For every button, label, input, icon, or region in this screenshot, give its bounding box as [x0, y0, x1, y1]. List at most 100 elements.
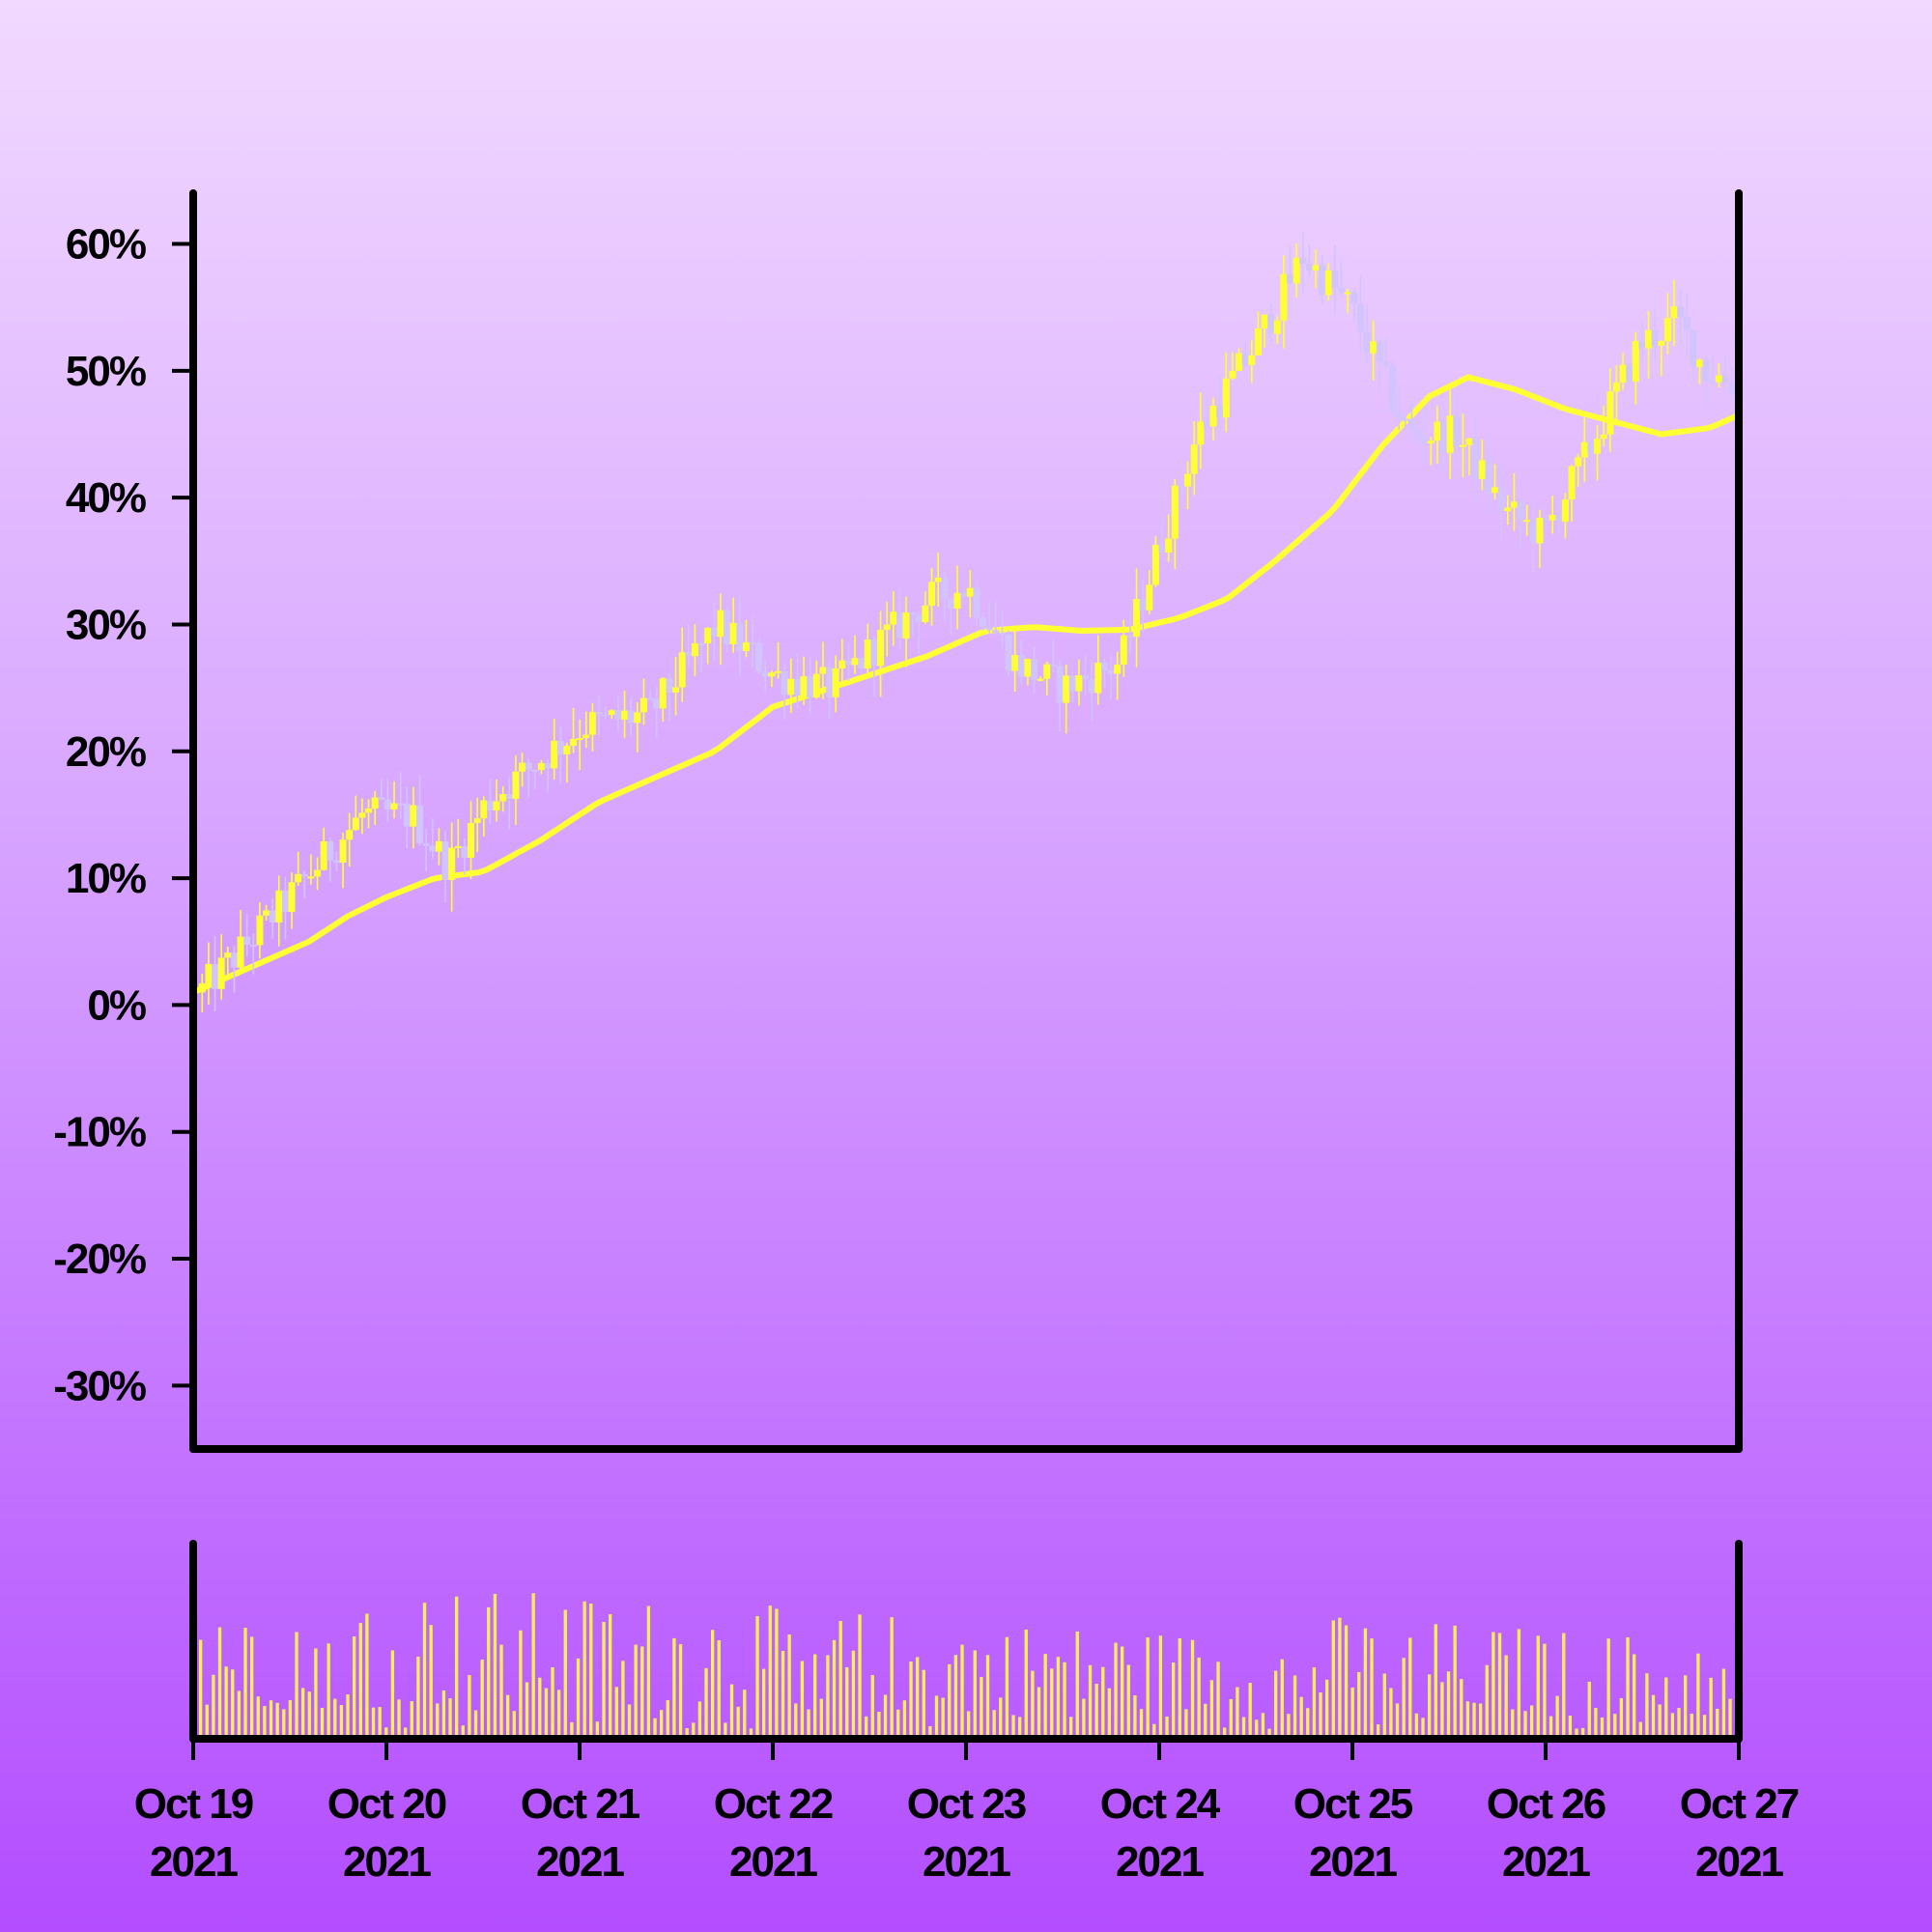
candle-body: [281, 890, 289, 912]
candle-body: [729, 622, 737, 644]
volume-bar: [877, 1712, 881, 1735]
volume-bar: [890, 1617, 894, 1735]
candle-body: [966, 587, 974, 597]
volume-bar: [1319, 1692, 1322, 1735]
moving-average-line: [191, 374, 1741, 996]
volume-bar: [570, 1721, 574, 1735]
volume-bar: [980, 1676, 983, 1735]
candle-body: [749, 641, 756, 644]
candle-body: [1690, 329, 1697, 367]
volume-bar: [941, 1697, 945, 1735]
candle-body: [1453, 415, 1461, 447]
candle-body: [493, 801, 500, 810]
volume-bar: [704, 1667, 708, 1735]
volume-bar: [1702, 1715, 1707, 1735]
candle-body: [1197, 421, 1205, 445]
volume-bar: [1306, 1708, 1310, 1735]
candle-body: [1338, 288, 1346, 293]
volume-bar: [609, 1614, 612, 1735]
volume-bar: [1094, 1683, 1098, 1735]
volume-bar: [512, 1711, 516, 1735]
candle-body: [1587, 441, 1595, 454]
candle-body: [512, 771, 520, 799]
volume-bar: [1082, 1698, 1086, 1735]
candle-body: [1715, 375, 1722, 383]
volume-bar: [544, 1688, 549, 1735]
volume-bar: [1664, 1677, 1668, 1735]
volume-bar: [1216, 1662, 1220, 1735]
volume-bar: [410, 1701, 413, 1735]
volume-bar: [1677, 1708, 1681, 1735]
candle-body: [1504, 507, 1512, 512]
volume-bar: [1382, 1673, 1386, 1735]
volume-bar: [1197, 1657, 1201, 1735]
candle-body: [1363, 331, 1371, 354]
volume-bar: [237, 1690, 242, 1735]
volume-bar: [1370, 1638, 1374, 1735]
candle-body: [1139, 599, 1147, 611]
volume-bar: [916, 1657, 920, 1735]
candle-body: [320, 840, 327, 870]
candle-body: [551, 740, 558, 769]
candle-body: [1510, 501, 1518, 508]
candle-body: [953, 592, 961, 609]
candle-body: [1236, 353, 1243, 371]
candle-body: [1389, 365, 1397, 412]
volume-bars: [199, 1593, 1732, 1735]
volume-bar: [1312, 1667, 1317, 1735]
candle-body: [672, 687, 680, 693]
candle-body: [614, 710, 622, 720]
candle-body: [454, 845, 462, 848]
candle-body: [1402, 418, 1409, 421]
volume-bar: [627, 1704, 632, 1735]
volume-bar: [1421, 1718, 1425, 1735]
candle-body: [1356, 303, 1364, 332]
candle-body: [1031, 659, 1038, 680]
candle-body: [384, 799, 391, 810]
volume-bar: [1645, 1673, 1649, 1735]
candle-body: [397, 803, 405, 806]
candle-body: [998, 632, 1006, 635]
volume-bar: [1581, 1727, 1585, 1735]
volume-bar: [1460, 1679, 1463, 1735]
candle-body: [563, 745, 571, 754]
candle-body: [1446, 415, 1454, 453]
volume-bar: [1414, 1713, 1419, 1735]
candle-body: [691, 642, 698, 657]
candle-body: [1324, 270, 1332, 296]
volume-bar: [1357, 1671, 1361, 1735]
volume-bar: [1440, 1682, 1444, 1735]
volume-bar: [1126, 1664, 1130, 1735]
volume-bar: [1479, 1703, 1483, 1735]
candle-body: [1133, 599, 1141, 638]
candle-body: [371, 797, 379, 809]
volume-bar: [1121, 1646, 1124, 1735]
volume-bar: [602, 1621, 606, 1735]
candle-body: [1158, 545, 1166, 553]
candle-body: [435, 840, 442, 852]
volume-bar: [333, 1698, 337, 1735]
volume-bar: [1287, 1714, 1291, 1735]
volume-bar: [851, 1650, 856, 1735]
volume-bar: [1037, 1687, 1041, 1735]
candle-body: [1203, 421, 1210, 427]
volume-bar: [1555, 1695, 1559, 1735]
volume-bar: [314, 1648, 318, 1735]
volume-bar: [1133, 1695, 1137, 1735]
volume-bar: [1446, 1671, 1451, 1735]
volume-bar: [288, 1699, 293, 1735]
candle-body: [295, 873, 302, 883]
volume-bar: [1696, 1653, 1700, 1735]
candle-body: [1254, 328, 1262, 355]
candle-body: [1190, 444, 1198, 474]
candle-body: [1485, 460, 1492, 494]
volume-bar: [621, 1661, 625, 1735]
volume-bar: [928, 1725, 932, 1735]
candle-body: [1312, 265, 1320, 271]
candle-body: [1216, 406, 1224, 418]
y-tick-label: -30%: [53, 1362, 146, 1409]
candle-body: [1702, 359, 1710, 382]
candle-body: [1068, 675, 1076, 692]
y-tick-label: 10%: [66, 855, 146, 902]
candle-body: [812, 673, 820, 698]
